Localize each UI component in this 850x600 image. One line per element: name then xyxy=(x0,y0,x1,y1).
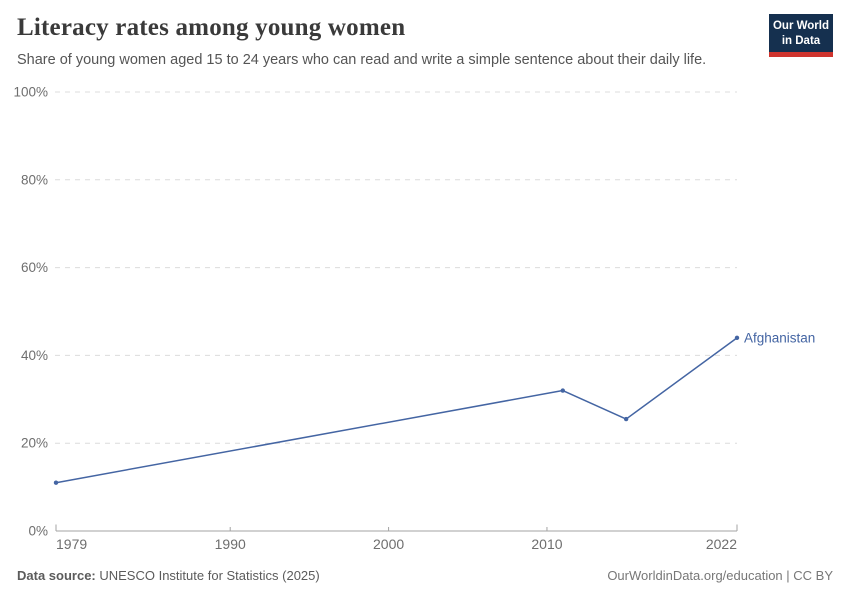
data-point[interactable] xyxy=(623,416,629,422)
owid-logo[interactable]: Our World in Data xyxy=(769,14,833,58)
series-label-afghanistan[interactable]: Afghanistan xyxy=(744,330,815,345)
data-source-value: UNESCO Institute for Statistics (2025) xyxy=(95,568,320,583)
y-tick-label: 20% xyxy=(21,436,48,451)
chart-subtitle: Share of young women aged 15 to 24 years… xyxy=(17,52,707,68)
x-tick-label: 2010 xyxy=(531,536,562,552)
data-point[interactable] xyxy=(734,335,740,341)
series-line-afghanistan[interactable] xyxy=(55,337,738,484)
y-tick-label: 0% xyxy=(28,524,48,539)
owid-logo-line2: in Data xyxy=(781,34,821,47)
data-point[interactable] xyxy=(53,480,59,485)
owid-logo-line1: Our World xyxy=(772,20,829,32)
x-tick-label: 2000 xyxy=(373,536,404,552)
x-tick-label: 1979 xyxy=(56,536,87,552)
data-source: Data source: UNESCO Institute for Statis… xyxy=(17,568,320,583)
credit-link[interactable]: OurWorldinData.org/education | CC BY xyxy=(607,568,833,583)
y-tick-label: 40% xyxy=(21,348,48,363)
chart-footer: Data source: UNESCO Institute for Statis… xyxy=(17,568,833,583)
y-tick-label: 80% xyxy=(21,172,48,187)
y-tick-label: 60% xyxy=(21,260,48,275)
data-point[interactable] xyxy=(560,388,565,393)
data-source-label: Data source: xyxy=(17,568,96,583)
x-tick-label: 2022 xyxy=(706,536,737,552)
page-title: Literacy rates among young women xyxy=(17,14,406,41)
y-tick-label: 100% xyxy=(13,85,48,100)
x-tick-label: 1990 xyxy=(215,536,246,552)
